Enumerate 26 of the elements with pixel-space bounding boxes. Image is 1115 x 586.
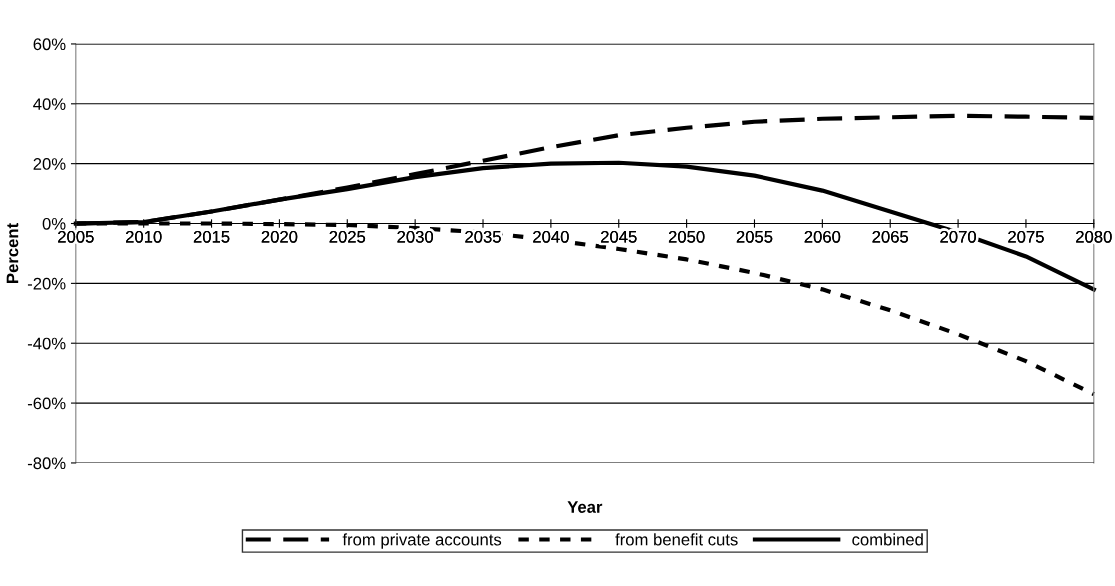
x-tick-label: 2065 xyxy=(872,230,909,243)
legend-label: from private accounts xyxy=(342,533,502,549)
x-tick-label: 2055 xyxy=(736,230,773,243)
legend-label: combined xyxy=(852,533,923,546)
y-axis-title: Percent xyxy=(6,223,19,283)
y-tick-label: 60% xyxy=(33,38,66,51)
y-tick-label: -60% xyxy=(27,397,66,410)
y-tick-label: 0% xyxy=(42,217,66,230)
x-axis-title: Year xyxy=(567,501,603,513)
x-tick-label: 2015 xyxy=(193,230,230,243)
x-tick-label: 2080 xyxy=(1076,230,1112,243)
x-tick-label: 2025 xyxy=(329,230,366,243)
y-tick-label: -40% xyxy=(27,337,66,350)
x-tick-label: 2060 xyxy=(804,230,841,243)
y-tick-label: 40% xyxy=(33,98,66,111)
x-tick-label: 2050 xyxy=(668,230,705,243)
legend-label: from benefit cuts xyxy=(615,533,738,546)
x-tick-label: 2005 xyxy=(58,230,94,243)
x-tick-label: 2010 xyxy=(125,230,162,243)
x-tick-label: 2045 xyxy=(601,230,637,243)
x-tick-label: 2030 xyxy=(397,230,434,243)
y-tick-label: -80% xyxy=(27,457,66,470)
y-tick-label: -20% xyxy=(27,277,66,290)
x-tick-label: 2075 xyxy=(1008,230,1044,243)
x-tick-label: 2020 xyxy=(261,230,298,243)
y-tick-label: 20% xyxy=(33,158,66,170)
